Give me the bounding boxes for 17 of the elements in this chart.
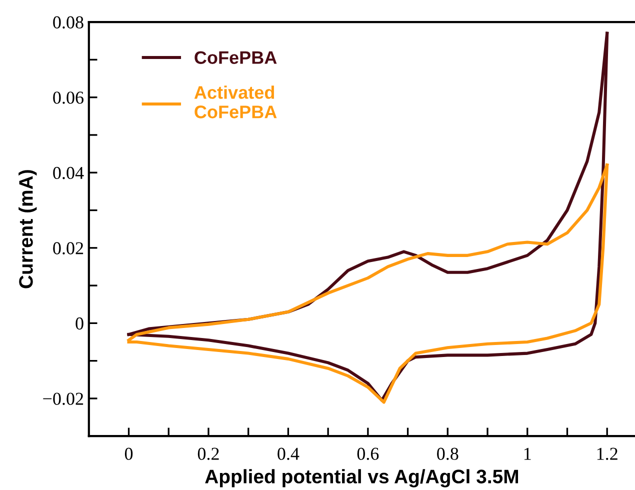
x-tick-label: 0.4 <box>278 448 300 460</box>
x-tick-label: 0 <box>124 448 133 460</box>
x-tick-label: 0.2 <box>198 448 219 460</box>
x-tick-label: 1 <box>524 448 531 460</box>
x-tick-label: 1.2 <box>597 448 618 460</box>
y-tick-label: 0.06 <box>53 92 84 104</box>
y-tick-label: 0.08 <box>53 16 84 29</box>
y-tick-label: 0.02 <box>53 242 84 254</box>
y-tick-label: 0.04 <box>53 166 84 180</box>
y-tick-label: 0 <box>76 317 84 330</box>
legend-label: CoFePBA <box>194 51 277 64</box>
x-tick-label: 0.6 <box>357 448 379 460</box>
y-tick-label: −0.02 <box>43 392 84 405</box>
legend-label: Activated CoFePBA <box>194 86 277 118</box>
x-axis-title: Applied potential vs Ag/AgCl 3.5M <box>205 469 518 488</box>
x-tick-label: 0.8 <box>437 448 458 460</box>
y-axis-title: Current (mA) <box>18 170 37 288</box>
